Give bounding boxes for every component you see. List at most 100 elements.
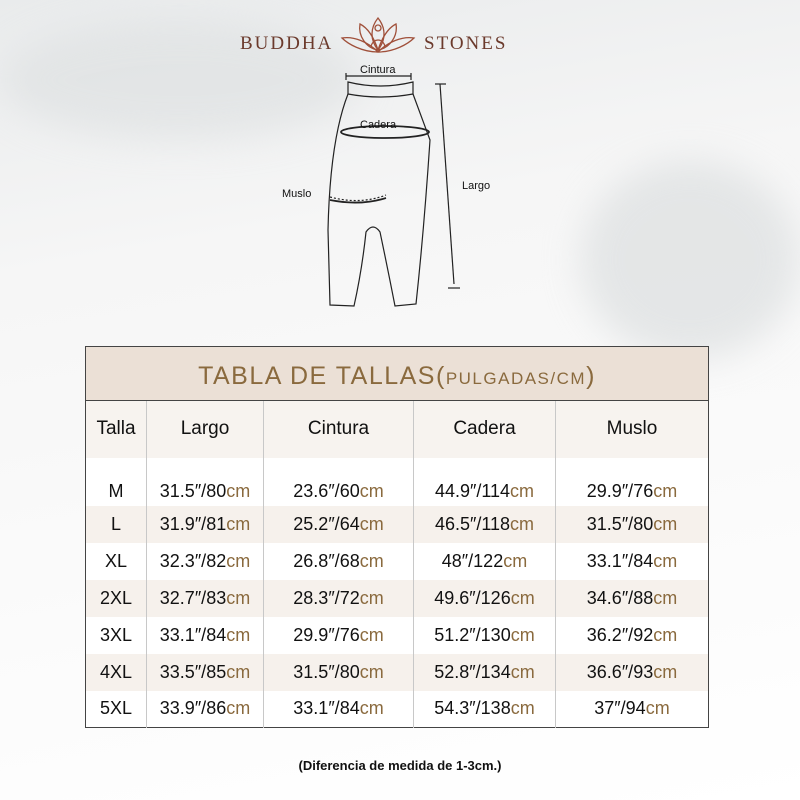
measurement-cell: 33.1″/84cm xyxy=(263,690,414,728)
header-waist: Cintura xyxy=(263,400,414,458)
title-close: ) xyxy=(586,362,596,390)
unit-label: cm xyxy=(510,624,535,645)
title-units: PULGADAS/CM xyxy=(445,369,587,388)
measurement-cell: 23.6″/60cm xyxy=(263,457,414,506)
unit-label: cm xyxy=(226,550,251,571)
unit-label: cm xyxy=(510,513,535,534)
unit-label: cm xyxy=(226,513,251,534)
measurement-cell: 51.2″/130cm xyxy=(413,616,556,654)
measurement-cell: 52.8″/134cm xyxy=(413,653,556,691)
unit-label: cm xyxy=(653,661,678,682)
measurement-value: 32.7″/83 xyxy=(159,587,227,608)
size-cell: M xyxy=(85,457,147,506)
unit-label: cm xyxy=(510,661,535,682)
measurement-value: 51.2″/130 xyxy=(434,624,511,645)
header-size: Talla xyxy=(85,400,147,458)
table-row: 3XL 33.1″/84cm 29.9″/76cm 51.2″/130cm 36.2″/… xyxy=(85,616,709,654)
brand-right: STONES xyxy=(424,33,508,54)
measurement-value: 37″/94 xyxy=(594,698,646,719)
measurement-value: 48″/122 xyxy=(441,550,504,571)
measurement-value: 36.2″/92 xyxy=(586,624,654,645)
unit-label: cm xyxy=(359,550,384,571)
measurement-cell: 31.5″/80cm xyxy=(146,457,264,506)
measurement-cell: 34.6″/88cm xyxy=(555,579,709,617)
measurement-value: 29.9″/76 xyxy=(586,480,654,501)
unit-label: cm xyxy=(653,513,678,534)
size-cell: XL xyxy=(85,542,147,580)
measurement-value: 49.6″/126 xyxy=(434,587,511,608)
brand-left: BUDDHA xyxy=(240,33,334,54)
table-row: 2XL 32.7″/83cm 28.3″/72cm 49.6″/126cm 34.6″/… xyxy=(85,579,709,617)
unit-label: cm xyxy=(503,550,528,571)
unit-label: cm xyxy=(645,698,670,719)
measurement-value: 33.9″/86 xyxy=(159,698,227,719)
measurement-value: 23.6″/60 xyxy=(293,480,360,501)
waist-label: Cintura xyxy=(360,64,396,76)
lotus-icon xyxy=(340,16,416,53)
unit-label: cm xyxy=(226,587,251,608)
measurement-value: 31.5″/80 xyxy=(293,661,360,682)
measurement-value: 34.6″/88 xyxy=(586,587,654,608)
table-title: TABLA DE TALLAS(PULGADAS/CM) xyxy=(85,346,709,401)
measurement-cell: 54.3″/138cm xyxy=(413,690,556,728)
unit-label: cm xyxy=(359,624,384,645)
measurement-value: 33.1″/84 xyxy=(159,624,227,645)
table-row: L 31.9″/81cm 25.2″/64cm 46.5″/118cm 31.5″/80… xyxy=(85,505,709,543)
measurement-value: 33.1″/84 xyxy=(586,550,654,571)
measurement-value: 31.5″/80 xyxy=(159,480,227,501)
measurement-cell: 31.9″/81cm xyxy=(146,505,264,543)
size-cell: L xyxy=(85,505,147,543)
measurement-cell: 25.2″/64cm xyxy=(263,505,414,543)
unit-label: cm xyxy=(510,587,535,608)
header-hip: Cadera xyxy=(413,400,556,458)
size-cell: 4XL xyxy=(85,653,147,691)
table-row: 5XL 33.9″/86cm 33.1″/84cm 54.3″/138cm 37″/94… xyxy=(85,690,709,728)
measurement-cell: 46.5″/118cm xyxy=(413,505,556,543)
size-cell: 3XL xyxy=(85,616,147,654)
measurement-value: 32.3″/82 xyxy=(159,550,227,571)
size-cell: 2XL xyxy=(85,579,147,617)
measurement-cell: 26.8″/68cm xyxy=(263,542,414,580)
unit-label: cm xyxy=(510,698,535,719)
pants-diagram xyxy=(327,73,460,307)
unit-label: cm xyxy=(226,661,251,682)
measurement-cell: 32.7″/83cm xyxy=(146,579,264,617)
measurement-value: 33.1″/84 xyxy=(293,698,360,719)
measurement-value: 54.3″/138 xyxy=(434,698,511,719)
size-cell: 5XL xyxy=(85,690,147,728)
measurement-value: 46.5″/118 xyxy=(434,513,511,534)
measurement-cell: 33.1″/84cm xyxy=(146,616,264,654)
measurement-value: 31.9″/81 xyxy=(159,513,227,534)
measurement-cell: 33.5″/85cm xyxy=(146,653,264,691)
measurement-note: (Diferencia de medida de 1-3cm.) xyxy=(298,758,502,773)
table-row: 4XL 33.5″/85cm 31.5″/80cm 52.8″/134cm 36.6″/… xyxy=(85,653,709,691)
unit-label: cm xyxy=(359,513,384,534)
measurement-cell: 44.9″/114cm xyxy=(413,457,556,506)
measurement-value: 33.5″/85 xyxy=(159,661,227,682)
measurement-value: 29.9″/76 xyxy=(293,624,360,645)
size-chart-table: TABLA DE TALLAS(PULGADAS/CM) Talla Largo… xyxy=(85,346,709,728)
measurement-value: 44.9″/114 xyxy=(434,480,511,501)
measurement-cell: 33.1″/84cm xyxy=(555,542,709,580)
title-main: TABLA DE TALLAS( xyxy=(198,362,446,390)
measurement-cell: 36.2″/92cm xyxy=(555,616,709,654)
background-mist xyxy=(0,20,360,140)
table-row: M 31.5″/80cm 23.6″/60cm 44.9″/114cm 29.9″/76… xyxy=(85,457,709,506)
measurement-cell: 33.9″/86cm xyxy=(146,690,264,728)
unit-label: cm xyxy=(359,480,384,501)
unit-label: cm xyxy=(226,480,251,501)
unit-label: cm xyxy=(359,698,384,719)
measurement-value: 28.3″/72 xyxy=(293,587,360,608)
background-mountain xyxy=(580,160,800,360)
unit-label: cm xyxy=(653,624,678,645)
header-thigh: Muslo xyxy=(555,400,709,458)
measurement-cell: 31.5″/80cm xyxy=(263,653,414,691)
unit-label: cm xyxy=(653,480,678,501)
measurement-cell: 36.6″/93cm xyxy=(555,653,709,691)
measurement-cell: 29.9″/76cm xyxy=(555,457,709,506)
measurement-cell: 37″/94cm xyxy=(555,690,709,728)
measurement-cell: 29.9″/76cm xyxy=(263,616,414,654)
header-length: Largo xyxy=(146,400,264,458)
measurement-value: 52.8″/134 xyxy=(434,661,511,682)
measurement-cell: 49.6″/126cm xyxy=(413,579,556,617)
